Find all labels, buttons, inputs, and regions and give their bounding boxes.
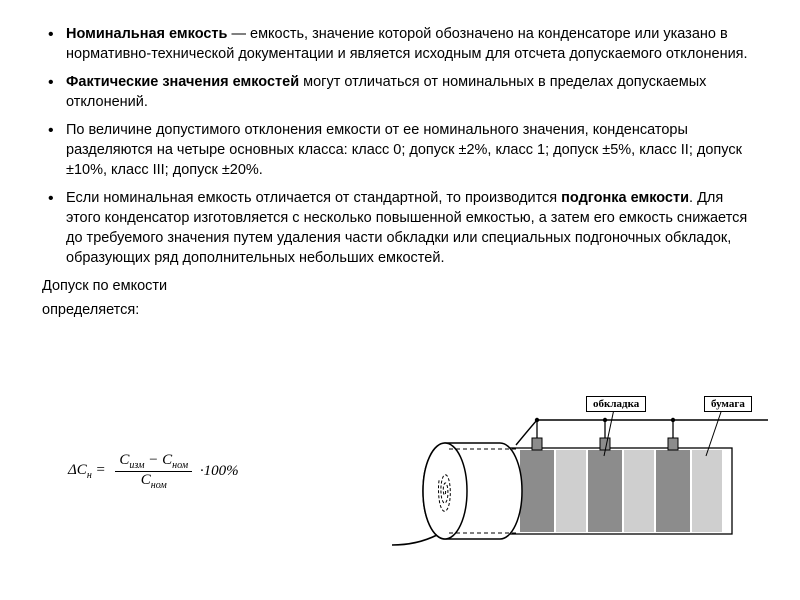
term-rest: По величине допустимого отклонения емкос… xyxy=(66,122,742,178)
list-item: По величине допустимого отклонения емкос… xyxy=(66,120,760,180)
formula: ΔCн = Сизм − Сном Сном ·100% xyxy=(68,452,239,491)
label-plate: обкладка xyxy=(586,396,646,412)
formula-lhs: ΔCн = xyxy=(68,462,106,481)
capacitor-svg xyxy=(390,396,770,546)
denominator: Сном xyxy=(115,472,192,491)
bullet-list: Номинальная емкость — емкость, значение … xyxy=(40,24,760,268)
formula-tail: ·100% xyxy=(200,463,239,480)
numerator: Сизм − Сном xyxy=(115,452,192,472)
tolerance-line-1: Допуск по емкости xyxy=(42,276,760,298)
term-bold: Фактические значения емкостей xyxy=(66,74,299,90)
capacitor-diagram: обкладка бумага xyxy=(390,396,770,546)
term-bold: подгонка емкости xyxy=(561,190,689,206)
label-paper: бумага xyxy=(704,396,752,412)
tolerance-line-2: определяется: xyxy=(42,300,760,322)
list-item: Фактические значения емкостей могут отли… xyxy=(66,72,760,112)
equals: = xyxy=(96,462,106,478)
delta-sub: н xyxy=(87,470,92,481)
list-item: Если номинальная емкость отличается от с… xyxy=(66,188,760,268)
list-item: Номинальная емкость — емкость, значение … xyxy=(66,24,760,64)
term-pre: Если номинальная емкость отличается от с… xyxy=(66,190,561,206)
delta: ΔC xyxy=(68,462,87,478)
formula-fraction: Сизм − Сном Сном xyxy=(115,452,192,491)
term-bold: Номинальная емкость xyxy=(66,26,227,42)
slide: Номинальная емкость — емкость, значение … xyxy=(0,0,800,600)
